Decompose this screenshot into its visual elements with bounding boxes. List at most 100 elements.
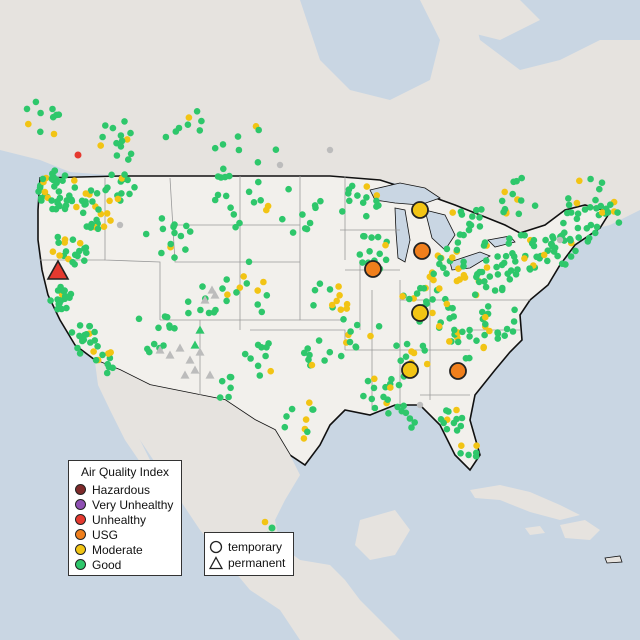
- good-monitor-dot: [486, 273, 494, 280]
- good-monitor-dot: [92, 356, 100, 364]
- yucatan: [355, 510, 410, 560]
- good-monitor-dot: [220, 165, 227, 173]
- gray-permanent-triangle: [210, 290, 220, 299]
- good-monitor-dot: [567, 253, 575, 260]
- good-monitor-dot: [126, 190, 133, 198]
- good-monitor-dot: [289, 229, 297, 236]
- moderate-monitor-dot: [121, 118, 128, 125]
- legend-item-usg: USG: [75, 527, 118, 542]
- good-monitor-dot: [254, 287, 261, 294]
- good-monitor-dot: [476, 214, 483, 221]
- good-monitor-dot: [466, 326, 473, 334]
- good-monitor-dot: [453, 246, 461, 254]
- moderate-monitor-dot: [333, 297, 341, 305]
- good-monitor-dot: [308, 361, 316, 369]
- good-monitor-dot: [596, 185, 603, 193]
- good-monitor-dot: [102, 122, 109, 129]
- good-monitor-dot: [384, 396, 392, 404]
- usg-temporary-monitor: [449, 362, 467, 380]
- good-monitor-dot: [232, 223, 239, 231]
- moderate-monitor-dot: [370, 384, 378, 392]
- legend-label-permanent: permanent: [228, 555, 286, 570]
- good-monitor-dot: [597, 202, 605, 210]
- good-monitor-dot: [473, 442, 480, 450]
- good-monitor-dot: [512, 258, 519, 265]
- good-monitor-dot: [394, 403, 401, 411]
- good-monitor-dot: [509, 328, 517, 335]
- good-monitor-dot: [117, 143, 125, 150]
- good-monitor-dot: [373, 197, 380, 205]
- moderate-monitor-dot: [449, 254, 456, 261]
- good-monitor-dot: [25, 120, 32, 128]
- good-monitor-dot: [32, 98, 40, 106]
- moderate-monitor-dot: [371, 404, 379, 412]
- good-monitor-dot: [348, 182, 356, 190]
- moderate-monitor-dot: [37, 128, 44, 136]
- good-monitor-dot: [219, 141, 227, 148]
- good-monitor-dot: [328, 301, 336, 309]
- moderate-monitor-dot: [117, 132, 125, 139]
- moderate-monitor-dot: [397, 357, 405, 365]
- good-monitor-dot: [413, 290, 421, 297]
- monitor-markers: [23, 98, 623, 548]
- good-monitor-dot: [453, 427, 461, 434]
- good-monitor-dot: [255, 126, 262, 134]
- good-monitor-dot: [250, 199, 258, 206]
- good-monitor-dot: [68, 197, 76, 205]
- good-monitor-dot: [61, 287, 68, 294]
- good-monitor-dot: [218, 377, 226, 385]
- good-monitor-dot: [335, 283, 342, 290]
- moderate-monitor-dot: [55, 239, 62, 246]
- good-monitor-dot: [586, 204, 594, 211]
- moderate-monitor-dot: [93, 190, 101, 197]
- moderate-monitor-dot: [461, 274, 469, 281]
- legend-label-very-unhealthy: Very Unhealthy: [92, 497, 174, 512]
- good-monitor-dot: [304, 345, 312, 352]
- good-monitor-dot: [462, 355, 470, 362]
- good-monitor-dot: [158, 249, 165, 257]
- good-monitor-dot: [79, 335, 86, 343]
- moderate-monitor-dot: [234, 133, 242, 140]
- good-monitor-dot: [565, 201, 573, 209]
- moderate-monitor-dot: [587, 175, 594, 183]
- moderate-monitor-dot: [124, 176, 131, 184]
- good-monitor-dot: [81, 257, 88, 265]
- legend-item-temporary: temporary: [209, 539, 282, 554]
- good-monitor-dot: [458, 414, 466, 422]
- good-monitor-dot: [484, 303, 492, 310]
- good-monitor-dot: [82, 190, 90, 197]
- good-monitor-dot: [61, 292, 69, 300]
- good-monitor-dot: [212, 306, 219, 314]
- moderate-monitor-dot: [56, 252, 63, 259]
- moderate-monitor-dot: [436, 285, 443, 292]
- good-monitor-dot: [97, 142, 104, 149]
- good-monitor-dot: [263, 206, 270, 214]
- good-monitor-dot: [359, 259, 366, 266]
- good-monitor-dot: [41, 188, 49, 196]
- good-monitor-dot: [429, 309, 436, 317]
- good-monitor-dot: [214, 191, 222, 199]
- moderate-monitor-dot: [483, 264, 491, 271]
- moderate-monitor-dot: [260, 278, 267, 286]
- moderate-monitor-dot: [311, 286, 319, 294]
- good-monitor-dot: [100, 223, 108, 230]
- good-monitor-dot: [443, 407, 450, 414]
- good-monitor-dot: [69, 258, 76, 266]
- good-monitor-dot: [411, 419, 419, 426]
- moderate-monitor-dot: [430, 270, 438, 278]
- moderate-monitor-dot: [437, 254, 444, 262]
- good-monitor-dot: [263, 344, 270, 351]
- moderate-monitor-dot: [408, 424, 415, 431]
- good-monitor-dot: [312, 204, 319, 212]
- good-monitor-dot: [254, 159, 262, 166]
- good-monitor-dot: [186, 228, 194, 235]
- good-monitor-dot: [455, 265, 462, 273]
- good-monitor-dot: [83, 249, 90, 256]
- good-monitor-dot: [317, 197, 324, 205]
- good-monitor-dot: [159, 225, 167, 233]
- puerto-rico: [604, 555, 623, 564]
- very-unhealthy-swatch: [75, 499, 86, 510]
- good-monitor-dot: [458, 442, 465, 450]
- good-monitor-dot: [86, 322, 94, 330]
- legend-label-hazardous: Hazardous: [92, 482, 151, 497]
